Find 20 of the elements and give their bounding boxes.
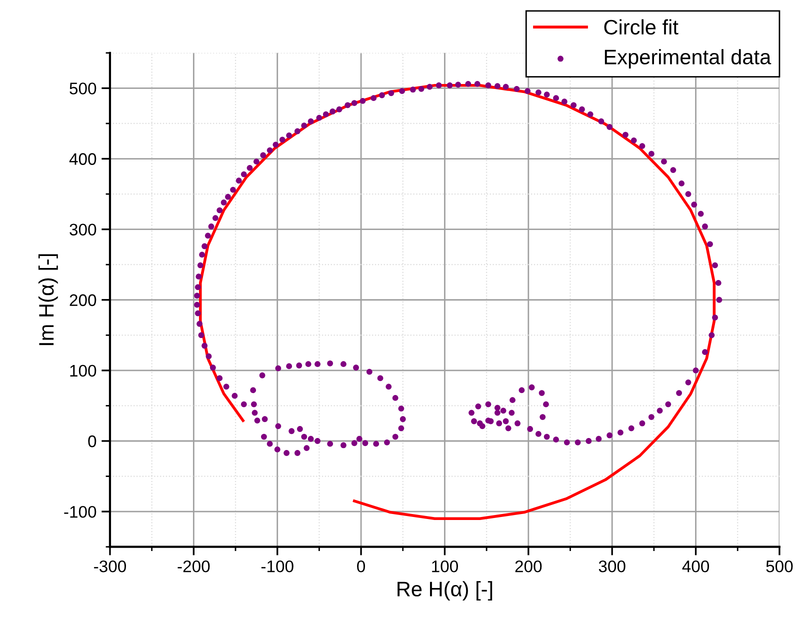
x-tick-label: -300 [94, 560, 126, 572]
legend-label: Experimental data [604, 49, 772, 69]
x-tick-label: -200 [178, 560, 210, 572]
x-tick-label: 100 [432, 560, 458, 572]
x-tick-label: 0 [357, 560, 366, 572]
x-tick-label: 300 [598, 560, 626, 572]
x-tick-label: 400 [682, 560, 710, 572]
y-tick-label: -100 [64, 506, 96, 518]
x-tick-label: 200 [515, 560, 542, 572]
y-tick-label: 0 [88, 435, 96, 448]
x-axis-title: Re H(α) [-] [398, 581, 492, 601]
y-tick-label: 200 [70, 294, 96, 306]
y-tick-label: 100 [70, 364, 96, 377]
y-axis-title: Im H(α) [-] [38, 254, 58, 346]
y-tick-label: 400 [69, 153, 96, 165]
x-tick-label: 500 [766, 560, 793, 572]
legend-label: Circle fit [604, 19, 678, 35]
y-tick-label: 500 [70, 82, 96, 94]
x-tick-label: -100 [261, 560, 294, 572]
y-tick-label: 300 [70, 224, 96, 236]
